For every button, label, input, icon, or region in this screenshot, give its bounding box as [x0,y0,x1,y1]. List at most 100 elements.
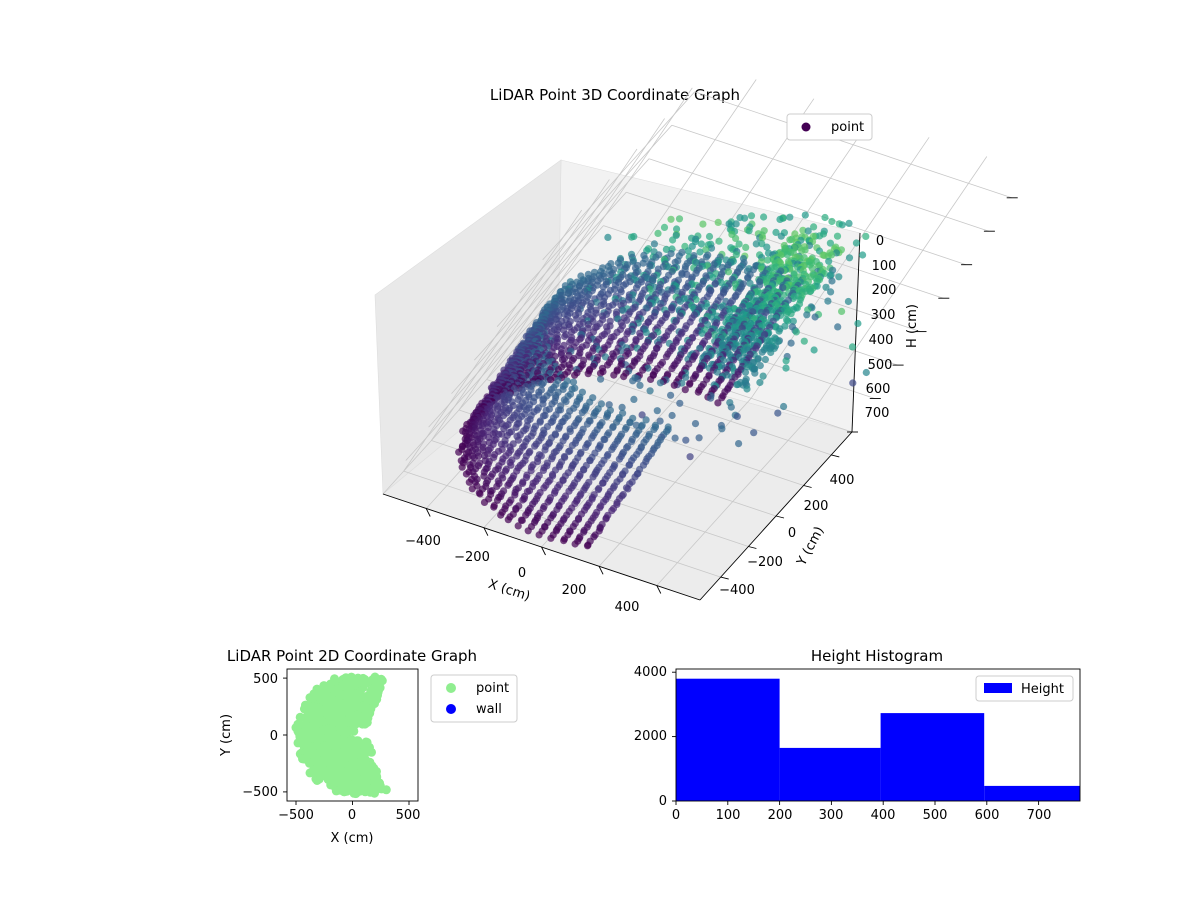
data-point-3d [476,490,484,498]
data-point-2d [367,675,377,685]
data-point-2d [339,680,349,690]
data-point-3d [497,511,505,519]
data-point-3d [776,215,784,223]
data-point-3d [493,482,501,490]
x-tick-label: 500 [396,808,421,823]
data-point-3d [681,386,689,394]
data-point-3d [799,226,807,234]
x-tick-label: 400 [871,808,896,823]
data-point-3d [618,403,626,411]
data-point-3d [684,247,692,255]
data-point-3d [586,457,594,465]
y-tick-label: 2000 [634,729,667,744]
data-point-3d [646,387,654,395]
data-point-3d [642,416,650,424]
data-point-3d [619,306,627,314]
y-tick-label: 0 [788,526,796,541]
legend-2d: point wall [430,674,518,723]
data-point-3d [566,338,574,346]
data-point-3d [705,232,714,241]
data-point-3d [732,234,740,242]
data-point-2d [352,736,362,746]
ticks-3d [425,197,1018,594]
grid-line [486,118,665,380]
data-point-3d [647,375,655,383]
data-point-2d [316,747,326,757]
data-point-3d [609,424,617,432]
data-point-2d [352,674,362,684]
data-point-3d [745,227,753,235]
data-point-3d [702,246,710,254]
data-point-3d [758,234,767,242]
data-point-2d [334,689,344,699]
data-point-3d [800,337,808,345]
data-point-3d [653,407,661,415]
legend-label-height: Height [1021,682,1064,697]
data-point-2d [339,739,349,749]
data-point-3d [845,254,854,262]
data-point-3d [603,413,611,421]
legend-marker-point [446,683,456,693]
histogram-x-tick-labels: 0 100 200 300 400 500 600 700 [672,808,1052,823]
data-point-3d [512,423,520,432]
data-point-3d [560,537,568,545]
data-point-3d [752,240,760,248]
data-point-3d [758,348,766,356]
data-point-3d [601,353,610,361]
data-point-3d [675,215,684,223]
data-point-3d [714,399,722,407]
y-tick-labels-2d: 500 0 −500 [242,672,278,800]
data-point-3d [511,491,519,499]
data-point-3d [620,373,628,381]
data-point-3d [732,251,740,259]
legend-label-point: point [476,681,509,696]
data-point-3d [500,425,508,433]
data-point-3d [838,307,846,315]
x-tick-label: 200 [562,583,587,598]
data-point-2d [352,713,362,723]
data-point-3d [733,381,741,389]
data-point-3d [780,402,788,411]
data-point-3d [682,373,690,381]
z-tick-labels-3d: 0 100 200 300 400 500 600 700 [865,234,897,421]
data-point-3d [541,446,549,454]
ticks-2d [283,677,410,805]
grid-line [671,124,990,232]
data-point-3d [569,378,578,386]
data-point-3d [782,364,790,372]
data-point-3d [821,213,829,222]
data-point-3d [594,486,602,494]
data-point-3d [824,297,832,305]
grid-line [431,179,610,441]
data-point-3d [604,233,612,241]
data-point-2d [377,676,387,686]
data-point-3d [596,369,605,377]
x-tick-mark [656,585,662,594]
data-point-3d [629,377,637,385]
data-point-3d [751,369,759,377]
data-point-3d [639,366,647,374]
data-point-3d [686,453,694,461]
plot-area-histogram [675,668,1081,802]
data-point-3d [786,213,794,221]
data-point-3d [524,527,532,535]
data-point-3d [578,409,586,417]
data-point-2d [329,717,339,727]
data-point-3d [761,355,770,364]
data-point-3d [772,228,780,236]
data-point-3d [599,283,607,291]
data-point-3d [699,220,707,228]
x-tick-label: 100 [716,808,741,823]
histogram-title: Height Histogram [811,647,943,665]
chart-2d-title: LiDAR Point 2D Coordinate Graph [227,647,477,665]
data-point-3d [507,461,515,469]
data-point-3d [608,507,616,515]
data-point-3d [803,311,811,319]
data-point-3d [617,288,625,296]
data-point-2d [337,779,347,789]
data-point-3d [724,268,733,276]
z-tick-label: 600 [866,382,891,397]
data-point-3d [610,371,618,379]
histogram-bars [676,678,1080,801]
data-point-3d [713,368,721,376]
